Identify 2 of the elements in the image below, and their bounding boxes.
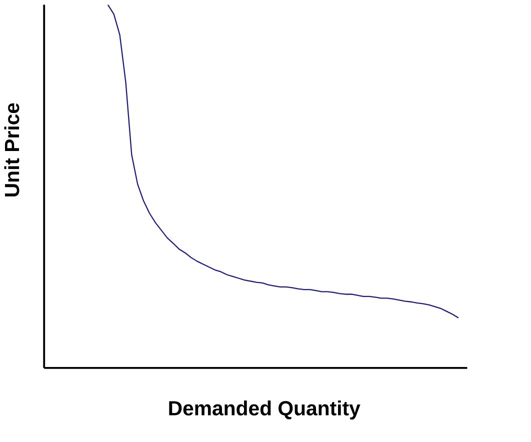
- x-axis-title: Demanded Quantity: [169, 400, 360, 420]
- y-axis-title: Unit Price: [4, 103, 20, 197]
